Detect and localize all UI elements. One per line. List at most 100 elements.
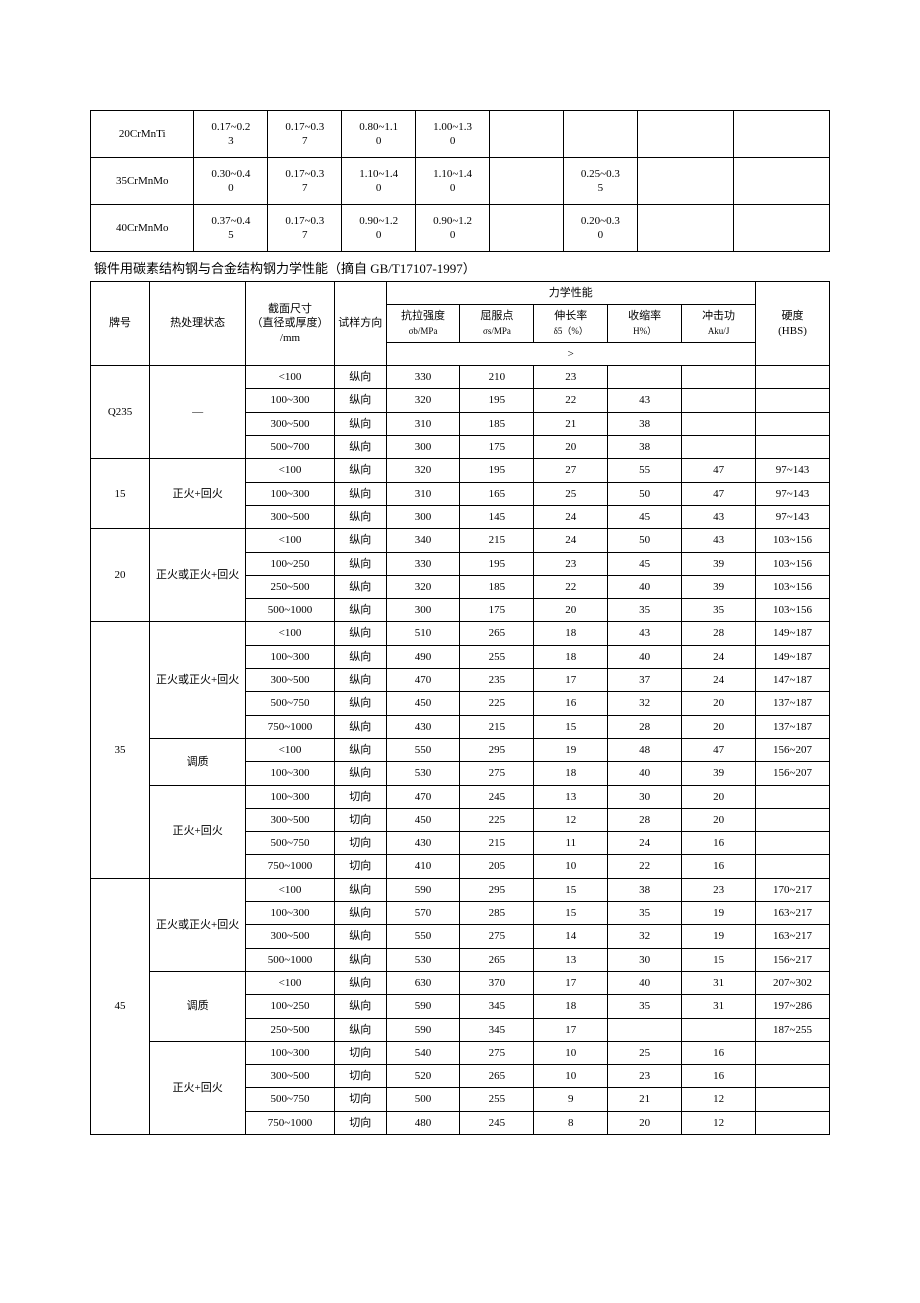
yield-cell: 245 bbox=[460, 785, 534, 808]
direction-cell: 纵向 bbox=[334, 575, 386, 598]
elongation-cell: 16 bbox=[534, 692, 608, 715]
direction-cell: 切向 bbox=[334, 1041, 386, 1064]
tensile-cell: 300 bbox=[386, 599, 460, 622]
value-cell bbox=[637, 111, 733, 158]
value-cell: 0.25~0.35 bbox=[563, 158, 637, 205]
tensile-cell: 340 bbox=[386, 529, 460, 552]
reduction-cell: 30 bbox=[608, 948, 682, 971]
reduction-cell: 40 bbox=[608, 645, 682, 668]
reduction-cell bbox=[608, 1018, 682, 1041]
elongation-cell: 10 bbox=[534, 1065, 608, 1088]
reduction-cell: 32 bbox=[608, 925, 682, 948]
composition-table: 20CrMnTi0.17~0.230.17~0.370.80~1.101.00~… bbox=[90, 110, 830, 252]
direction-cell: 纵向 bbox=[334, 505, 386, 528]
impact-cell bbox=[682, 436, 756, 459]
composition-row: 35CrMnMo0.30~0.400.17~0.371.10~1.401.10~… bbox=[91, 158, 830, 205]
impact-cell: 47 bbox=[682, 459, 756, 482]
value-cell bbox=[733, 158, 829, 205]
grade-cell: 15 bbox=[91, 459, 150, 529]
reduction-cell: 43 bbox=[608, 389, 682, 412]
direction-cell: 纵向 bbox=[334, 389, 386, 412]
hardness-cell: 103~156 bbox=[756, 575, 830, 598]
elongation-cell: 9 bbox=[534, 1088, 608, 1111]
direction-cell: 纵向 bbox=[334, 436, 386, 459]
reduction-cell: 37 bbox=[608, 669, 682, 692]
direction-cell: 纵向 bbox=[334, 715, 386, 738]
hardness-cell: 207~302 bbox=[756, 971, 830, 994]
elongation-cell: 22 bbox=[534, 575, 608, 598]
yield-cell: 195 bbox=[460, 459, 534, 482]
direction-cell: 切向 bbox=[334, 808, 386, 831]
table-row: 正火+回火100~300切向470245133020 bbox=[91, 785, 830, 808]
elongation-cell: 18 bbox=[534, 995, 608, 1018]
tensile-cell: 410 bbox=[386, 855, 460, 878]
hardness-cell: 197~286 bbox=[756, 995, 830, 1018]
section-cell: 300~500 bbox=[246, 808, 335, 831]
section-cell: 750~1000 bbox=[246, 715, 335, 738]
tensile-cell: 430 bbox=[386, 715, 460, 738]
composition-row: 20CrMnTi0.17~0.230.17~0.370.80~1.101.00~… bbox=[91, 111, 830, 158]
yield-cell: 210 bbox=[460, 366, 534, 389]
yield-cell: 195 bbox=[460, 389, 534, 412]
table2-header: 牌号 热处理状态 截面尺寸 （直径或厚度） /mm 试样方向 力学性能 硬度 (… bbox=[91, 282, 830, 366]
value-cell: 1.10~1.40 bbox=[342, 158, 416, 205]
tensile-cell: 530 bbox=[386, 762, 460, 785]
direction-cell: 切向 bbox=[334, 855, 386, 878]
hardness-cell: 97~143 bbox=[756, 505, 830, 528]
direction-cell: 纵向 bbox=[334, 762, 386, 785]
reduction-cell: 30 bbox=[608, 785, 682, 808]
yield-cell: 255 bbox=[460, 645, 534, 668]
reduction-cell: 48 bbox=[608, 738, 682, 761]
direction-cell: 纵向 bbox=[334, 1018, 386, 1041]
grade-cell: 20 bbox=[91, 529, 150, 622]
direction-cell: 纵向 bbox=[334, 902, 386, 925]
value-cell bbox=[490, 111, 564, 158]
yield-cell: 225 bbox=[460, 808, 534, 831]
elongation-cell: 17 bbox=[534, 1018, 608, 1041]
reduction-cell: 50 bbox=[608, 529, 682, 552]
reduction-cell: 45 bbox=[608, 505, 682, 528]
hdr-tensile: 抗拉强度 σb/MPa bbox=[386, 305, 460, 343]
tensile-cell: 300 bbox=[386, 505, 460, 528]
hdr-gte: > bbox=[386, 342, 755, 365]
section-cell: <100 bbox=[246, 366, 335, 389]
section-cell: 100~300 bbox=[246, 902, 335, 925]
value-cell: 0.17~0.37 bbox=[268, 158, 342, 205]
value-cell bbox=[733, 111, 829, 158]
tensile-cell: 480 bbox=[386, 1111, 460, 1134]
hdr-section: 截面尺寸 （直径或厚度） /mm bbox=[246, 282, 335, 366]
yield-cell: 295 bbox=[460, 738, 534, 761]
hardness-cell: 103~156 bbox=[756, 552, 830, 575]
section-cell: 750~1000 bbox=[246, 1111, 335, 1134]
tensile-cell: 590 bbox=[386, 878, 460, 901]
reduction-cell: 38 bbox=[608, 412, 682, 435]
composition-row: 40CrMnMo0.37~0.450.17~0.370.90~1.200.90~… bbox=[91, 205, 830, 252]
direction-cell: 纵向 bbox=[334, 878, 386, 901]
impact-cell: 16 bbox=[682, 855, 756, 878]
direction-cell: 纵向 bbox=[334, 482, 386, 505]
tensile-cell: 630 bbox=[386, 971, 460, 994]
value-cell: 0.90~1.20 bbox=[416, 205, 490, 252]
reduction-cell: 21 bbox=[608, 1088, 682, 1111]
yield-cell: 275 bbox=[460, 925, 534, 948]
reduction-cell: 25 bbox=[608, 1041, 682, 1064]
section-cell: 300~500 bbox=[246, 925, 335, 948]
heat-treatment-cell: 正火或正火+回火 bbox=[150, 622, 246, 738]
impact-cell: 24 bbox=[682, 645, 756, 668]
direction-cell: 纵向 bbox=[334, 552, 386, 575]
table-row: Q235—<100纵向33021023 bbox=[91, 366, 830, 389]
hdr-grade: 牌号 bbox=[91, 282, 150, 366]
section-cell: 500~750 bbox=[246, 692, 335, 715]
section-cell: 300~500 bbox=[246, 412, 335, 435]
grade-cell: 40CrMnMo bbox=[91, 205, 194, 252]
reduction-cell: 32 bbox=[608, 692, 682, 715]
section-cell: 100~300 bbox=[246, 645, 335, 668]
yield-cell: 345 bbox=[460, 995, 534, 1018]
table-row: 调质<100纵向550295194847156~207 bbox=[91, 738, 830, 761]
heat-treatment-cell: — bbox=[150, 366, 246, 459]
grade-cell: Q235 bbox=[91, 366, 150, 459]
reduction-cell: 55 bbox=[608, 459, 682, 482]
elongation-cell: 23 bbox=[534, 366, 608, 389]
hardness-cell: 156~207 bbox=[756, 738, 830, 761]
yield-cell: 185 bbox=[460, 575, 534, 598]
